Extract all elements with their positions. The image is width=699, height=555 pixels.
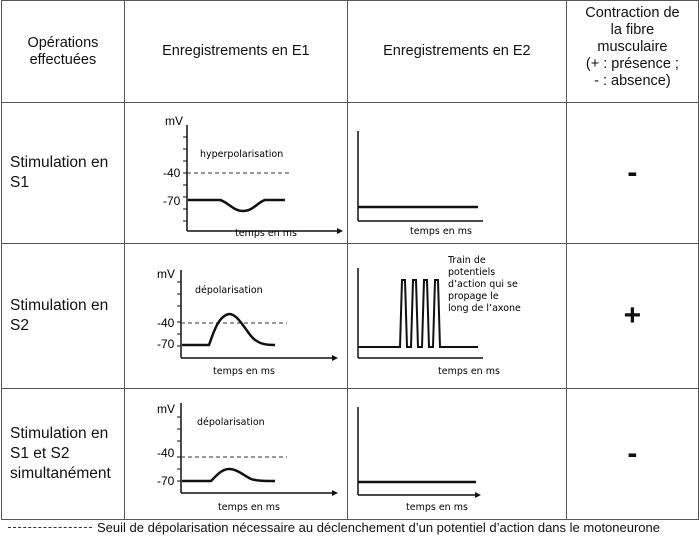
- e1-graph-depolarisation-s2: mV -40 -70 dépolarisation temps en ms: [157, 267, 338, 377]
- y-ticks: [176, 416, 181, 482]
- header-contraction-line: - : absence): [594, 73, 671, 89]
- e1-graph-depolarisation-s1s2: mV -40 -70 dépolarisation temps en ms: [157, 402, 338, 513]
- header-contraction-line: Contraction de: [585, 5, 680, 21]
- header-contraction-line: musculaire: [597, 39, 668, 55]
- e2-annotation-line: Train de: [447, 255, 486, 266]
- e2-graph-flat: temps en ms: [357, 131, 483, 237]
- y-tick-rest: -70: [157, 337, 175, 351]
- header-e2: Enregistrements en E2: [346, 0, 567, 103]
- contraction-sign: +: [623, 299, 642, 332]
- operation-cell: Stimulation en S1: [1, 102, 125, 244]
- y-tick-rest: -70: [163, 194, 181, 208]
- header-row: Opérations effectuées Enregistrements en…: [1, 0, 699, 103]
- results-table: Opérations effectuées Enregistrements en…: [1, 0, 699, 520]
- y-ticks: [182, 136, 187, 222]
- e2-graph-action-potentials: Train de potentiels d’action qui se prop…: [357, 255, 521, 377]
- header-contraction-line: (+ : présence ;: [585, 56, 679, 72]
- e2-annotation-line: d’action qui se: [448, 279, 518, 290]
- header-operations: Opérations effectuées: [1, 0, 125, 103]
- e1-graph-hyperpolarisation: mV -40 -70 hyperpolarisation temps en ms: [163, 114, 343, 239]
- y-tick-rest: -70: [157, 474, 175, 488]
- threshold-legend-dash: [8, 527, 92, 528]
- y-tick-threshold: -40: [157, 316, 175, 330]
- operation-cell: Stimulation en S1 et S2 simultanément: [1, 388, 125, 520]
- e1-graph-cell: mV -40 -70 dépolarisation temps en ms: [123, 243, 348, 389]
- operation-label: Stimulation en S1 et S2 simultanément: [10, 425, 111, 482]
- y-tick-threshold: -40: [157, 446, 175, 460]
- contraction-sign: -: [627, 156, 638, 189]
- e1-graph-cell: mV -40 -70 hyperpolarisation temps en ms: [123, 102, 348, 244]
- e1-annotation: dépolarisation: [197, 417, 265, 428]
- x-axis-label: temps en ms: [218, 502, 280, 513]
- e1-annotation: dépolarisation: [195, 285, 263, 296]
- x-axis-label: temps en ms: [410, 226, 472, 237]
- e2-graph-cell: Train de potentiels d’action qui se prop…: [346, 243, 567, 389]
- header-e1-label: Enregistrements en E1: [162, 43, 310, 59]
- e2-annotation-line: propage le: [448, 291, 499, 302]
- header-contraction: Contraction de la fibre musculaire (+ : …: [565, 0, 699, 103]
- membrane-potential-trace: [187, 198, 285, 213]
- footnote-text: Seuil de dépolarisation nécessaire au dé…: [97, 520, 660, 535]
- e2-annotation-line: long de l’axone: [448, 303, 521, 314]
- x-axis-arrow: [331, 490, 338, 496]
- operation-label: Stimulation en S1: [10, 154, 109, 191]
- e2-annotation-line: potentiels: [448, 267, 495, 278]
- header-operations-label: Opérations effectuées: [27, 34, 99, 68]
- e1-annotation: hyperpolarisation: [200, 149, 283, 160]
- table-row: Stimulation en S1 mV -40 -70 hyperpolari…: [1, 102, 699, 244]
- e2-graph-cell: temps en ms: [346, 102, 567, 244]
- header-e1: Enregistrements en E1: [123, 0, 348, 103]
- y-tick-threshold: -40: [163, 166, 181, 180]
- x-axis-arrow: [331, 355, 338, 361]
- header-e2-label: Enregistrements en E2: [383, 43, 531, 59]
- table-row: Stimulation en S1 et S2 simultanément mV…: [1, 388, 699, 520]
- contraction-cell: -: [565, 102, 699, 244]
- y-unit-label: mV: [157, 267, 175, 281]
- operation-label: Stimulation en S2: [10, 297, 109, 334]
- x-axis-label: temps en ms: [406, 502, 468, 513]
- y-unit-label: mV: [157, 402, 175, 416]
- x-axis-arrow: [336, 228, 343, 234]
- contraction-sign: -: [627, 437, 638, 470]
- action-potential-train-trace: [357, 279, 478, 348]
- e1-graph-cell: mV -40 -70 dépolarisation temps en ms: [123, 388, 348, 520]
- y-ticks: [176, 281, 181, 347]
- header-contraction-line: la fibre: [610, 22, 655, 38]
- x-axis-arrow: [474, 492, 481, 498]
- table-row: Stimulation en S2 mV -40 -70 dépolarisat…: [1, 243, 699, 389]
- e2-graph-cell: temps en ms: [346, 388, 567, 520]
- x-axis-label: temps en ms: [438, 366, 500, 377]
- membrane-potential-trace: [181, 312, 275, 347]
- operation-cell: Stimulation en S2: [1, 243, 125, 389]
- y-unit-label: mV: [165, 114, 183, 128]
- contraction-cell: -: [565, 388, 699, 520]
- contraction-cell: +: [565, 243, 699, 389]
- e2-graph-flat: temps en ms: [357, 407, 481, 513]
- x-axis-label: temps en ms: [213, 366, 275, 377]
- membrane-potential-trace: [181, 467, 275, 483]
- x-axis-label: temps en ms: [235, 228, 297, 239]
